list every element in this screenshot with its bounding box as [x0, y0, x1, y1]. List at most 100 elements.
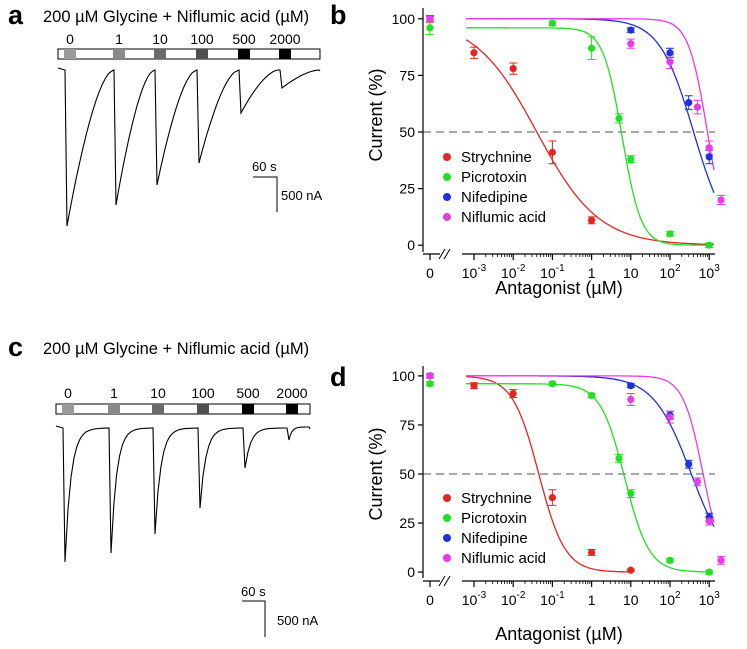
- concentration-labels-c: 0 1 10 100 500 2000: [64, 385, 308, 401]
- data-point-b-1-5: [666, 230, 674, 238]
- fit-curve-b-1: [466, 27, 708, 246]
- fit-curves-d: [466, 375, 715, 573]
- data-point-d-0-3: [548, 493, 557, 502]
- application-block-a-5: [279, 49, 291, 59]
- legend-marker-d-1: [443, 514, 451, 522]
- data-point-d-0-1: [470, 382, 478, 390]
- legend-label-d-2: Nifedipine: [461, 530, 528, 547]
- y-axis-title-b: Current (%): [366, 68, 386, 161]
- data-point-d-0-4: [588, 548, 596, 557]
- x-tick-label-b-6: 102: [659, 263, 681, 281]
- legend-d: Strychnine Picrotoxin Nifedipine Niflumic a…: [443, 490, 546, 567]
- data-point-d-0-2: [509, 389, 517, 398]
- y-tick-label-d-1: 25: [399, 515, 415, 531]
- application-block-c-1: [108, 404, 120, 414]
- data-point-d-1-2: [588, 391, 596, 400]
- conc-label-a-5: 2000: [269, 31, 300, 47]
- fit-curve-d-1: [466, 383, 708, 573]
- trace-panel-c: 200 µM Glycine + Niflumic acid (µM) 0 1 10…: [43, 340, 319, 637]
- fit-curve-b-0: [465, 39, 715, 246]
- application-block-a-1: [113, 49, 125, 59]
- scale-current-c: 500 nA: [277, 613, 319, 628]
- data-point-b-1-1: [548, 19, 557, 27]
- application-bar-a: [57, 48, 321, 60]
- data-point-d-3-3: [693, 478, 701, 486]
- scale-bar-a: 60 s 500 nA: [252, 159, 323, 212]
- legend-label-b-3: Niflumic acid: [461, 209, 546, 226]
- data-point-b-0-2: [509, 65, 517, 73]
- data-point-b-1-6: [705, 241, 713, 249]
- legend-label-b-0: Strychnine: [461, 149, 532, 166]
- conc-label-c-4: 500: [236, 385, 260, 401]
- application-block-c-5: [286, 404, 298, 414]
- scale-time-a: 60 s: [252, 159, 277, 174]
- data-point-b-1-3: [615, 114, 623, 123]
- conc-label-c-1: 1: [110, 385, 118, 401]
- conc-label-a-1: 1: [115, 31, 123, 47]
- data-point-d-1-3: [615, 454, 623, 462]
- data-point-d-1-0: [426, 380, 434, 388]
- data-point-d-3-0: [426, 372, 434, 380]
- application-block-c-3: [197, 404, 209, 414]
- data-point-d-0-5: [627, 566, 635, 574]
- application-block-c-0: [62, 404, 74, 414]
- application-block-c-4: [242, 404, 254, 414]
- conc-label-a-0: 0: [66, 31, 74, 47]
- scale-bar-c: 60 s 500 nA: [241, 584, 319, 637]
- data-point-b-1-4: [627, 155, 635, 163]
- y-tick-label-b-1: 25: [399, 181, 415, 197]
- data-point-b-2-1: [627, 26, 635, 34]
- y-axis-title-d: Current (%): [366, 427, 386, 520]
- trace-title-c: 200 µM Glycine + Niflumic acid (µM): [43, 340, 309, 358]
- x-tick-label-b-7: 103: [699, 263, 721, 281]
- conc-label-c-5: 2000: [276, 385, 307, 401]
- fit-curve-b-2: [466, 18, 715, 194]
- data-point-b-2-4: [705, 153, 713, 161]
- x-tick-label-b-4: 1: [588, 265, 596, 281]
- data-point-d-2-1: [627, 382, 635, 390]
- legend-b: Strychnine Picrotoxin Nifedipine Niflumic a…: [443, 149, 546, 226]
- scale-time-c: 60 s: [241, 584, 266, 599]
- data-point-d-2-3: [685, 460, 693, 468]
- axis-break-mark-d-0: [438, 575, 446, 587]
- data-point-b-3-0: [426, 15, 434, 23]
- application-blocks-a: [64, 49, 291, 59]
- legend-marker-b-0: [443, 153, 451, 161]
- panel-letter-c: c: [8, 332, 23, 362]
- y-tick-label-d-0: 0: [407, 564, 415, 580]
- axes-d: 0 25 50 75 100 0 10-3 10-2 10-1 1 10 102 103: [392, 366, 720, 608]
- fit-curve-b-3: [466, 18, 715, 171]
- data-point-b-3-3: [693, 103, 701, 111]
- panel-letter-d: d: [330, 362, 347, 392]
- conc-label-a-2: 10: [152, 31, 168, 47]
- data-point-d-1-4: [627, 490, 635, 498]
- conc-label-a-4: 500: [232, 31, 256, 47]
- data-point-d-3-5: [717, 556, 725, 564]
- legend-label-d-1: Picrotoxin: [461, 510, 527, 527]
- x-tick-label-b-0: 0: [426, 265, 434, 281]
- legend-label-b-2: Nifedipine: [461, 189, 528, 206]
- data-point-b-2-3: [685, 98, 693, 107]
- scale-current-a: 500 nA: [281, 188, 323, 203]
- axis-break-mark-b-1: [443, 248, 451, 260]
- legend-marker-d-0: [443, 494, 451, 502]
- data-point-b-1-2: [588, 44, 596, 52]
- application-blocks-c: [62, 404, 298, 414]
- concentration-labels-a: 0 1 10 100 500 2000: [66, 31, 301, 47]
- legend-label-d-3: Niflumic acid: [461, 550, 546, 567]
- x-tick-label-d-6: 102: [659, 590, 681, 608]
- panel-letter-b: b: [330, 0, 347, 30]
- application-block-a-0: [64, 49, 76, 59]
- conc-label-c-3: 100: [191, 385, 215, 401]
- dose-response-chart-d: 0 25 50 75 100 0 10-3 10-2 10-1 1 10 102 103 Strychn…: [366, 366, 725, 644]
- y-tick-label-d-2: 50: [399, 466, 415, 482]
- y-tick-label-d-4: 100: [392, 368, 416, 384]
- data-point-b-3-5: [717, 196, 725, 204]
- data-point-d-1-6: [705, 568, 713, 576]
- fit-curve-d-3: [466, 375, 715, 523]
- x-tick-label-d-5: 10: [623, 592, 639, 608]
- fit-curve-d-0: [466, 375, 630, 573]
